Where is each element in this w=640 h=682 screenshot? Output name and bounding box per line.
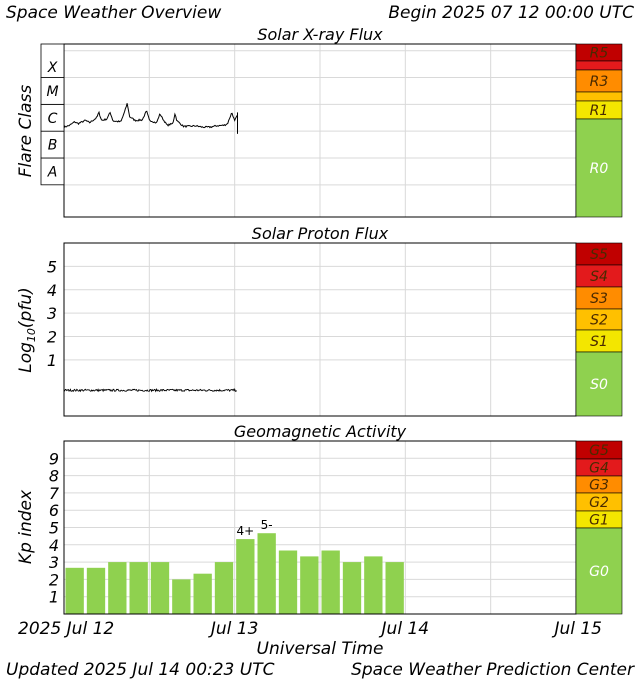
- time-tick-label: 2025 Jul 12: [18, 619, 114, 639]
- scale-label-s4: S4: [590, 269, 608, 285]
- scale-segment-blank: [575, 91, 623, 102]
- kp-bar: [193, 573, 212, 614]
- kp-ytick-label: 9: [49, 449, 59, 468]
- proton-panel: 1 2 3 4 5 S5 S4 S3 S2 S1 S0: [47, 242, 623, 417]
- scale-label-r0: R0: [590, 161, 609, 177]
- scale-segment-s0: [575, 351, 623, 417]
- scale-segment-g0: [575, 527, 623, 615]
- kp-ytick-label: 4: [49, 536, 59, 555]
- app-title: Space Weather Overview: [6, 3, 221, 23]
- kp-bar: [86, 567, 106, 614]
- s-scale: S5 S4 S3 S2 S1 S0: [575, 242, 623, 417]
- scale-segment-r0: [575, 118, 623, 218]
- scale-label-g3: G3: [589, 478, 609, 494]
- scale-label-r3: R3: [590, 74, 609, 90]
- kp-ytick-label: 2: [49, 570, 59, 589]
- flare-class-box-x: [40, 43, 65, 78]
- kp-bar: [300, 556, 319, 614]
- time-axis-ticks: 2025 Jul 12 Jul 13 Jul 14 Jul 15: [18, 619, 602, 639]
- xray-title: Solar X-ray Flux: [257, 25, 383, 44]
- xray-flux-line: [63, 103, 238, 129]
- flare-class-label-a: A: [47, 164, 58, 180]
- proton-ytick-label: 5: [47, 257, 57, 276]
- kp-bar: [278, 550, 298, 614]
- kp-bar-label: 4+: [236, 524, 254, 538]
- kp-bar: [364, 556, 383, 614]
- proton-ytick-label: 3: [47, 304, 57, 323]
- scale-label-r1: R1: [590, 103, 609, 119]
- xlabel: Universal Time: [257, 639, 384, 659]
- scale-label-g1: G1: [589, 513, 609, 529]
- kp-bar: [257, 533, 276, 614]
- kp-bar: [108, 562, 127, 614]
- kp-bar-label: 5-: [261, 518, 273, 532]
- time-tick-label: Jul 13: [208, 619, 259, 639]
- scale-segment-blank: [575, 60, 623, 71]
- kp-bar: [214, 562, 234, 614]
- proton-yticks: 1 2 3 4 5: [47, 257, 57, 370]
- proton-title: Solar Proton Flux: [252, 224, 389, 243]
- kp-ytick-label: 7: [49, 484, 60, 503]
- proton-ytick-label: 1: [47, 351, 57, 370]
- scale-label-r5: R5: [590, 46, 609, 62]
- flare-class-label-b: B: [48, 138, 58, 154]
- flare-class-label-c: C: [48, 111, 58, 127]
- r-scale: R5 R3 R1 R0: [575, 43, 623, 218]
- xray-series: [63, 103, 239, 178]
- time-tick-label: Jul 15: [551, 619, 602, 639]
- begin-time: Begin 2025 07 12 00:00 UTC: [388, 3, 634, 23]
- updated-time: Updated 2025 Jul 14 00:23 UTC: [6, 660, 275, 680]
- proton-ylabel: Log10(pfu): [16, 287, 38, 373]
- scale-label-s2: S2: [590, 313, 608, 329]
- proton-series: [63, 387, 238, 415]
- scale-label-s1: S1: [590, 334, 608, 350]
- kp-bars: 4+ 5-: [65, 518, 404, 614]
- kp-ytick-label: 5: [49, 519, 59, 538]
- kp-grid: [64, 441, 576, 614]
- kp-ytick-label: 1: [49, 588, 59, 607]
- scale-label-g0: G0: [589, 564, 609, 580]
- scale-label-s3: S3: [590, 291, 608, 307]
- scale-label-g4: G4: [589, 461, 609, 477]
- kp-bar: [65, 567, 84, 614]
- kp-bar: [150, 562, 170, 614]
- proton-ytick-label: 2: [47, 328, 57, 347]
- proton-flux-line: [63, 387, 238, 393]
- time-tick-label: Jul 14: [379, 619, 430, 639]
- kp-bar: [129, 562, 148, 614]
- proton-ytick-label: 4: [47, 281, 57, 300]
- kp-ytick-label: 8: [49, 467, 59, 486]
- scale-label-s5: S5: [590, 247, 608, 263]
- scale-label-g2: G2: [589, 495, 609, 511]
- kp-bar: [236, 539, 255, 614]
- kp-bar: [321, 550, 340, 614]
- prediction-center: Space Weather Prediction Center: [351, 660, 635, 680]
- proton-grid: [64, 243, 576, 416]
- flare-class-label-m: M: [46, 84, 58, 100]
- kp-bar: [385, 562, 404, 614]
- geomag-ylabel: Kp index: [16, 489, 36, 564]
- xray-ylabel: Flare Class: [16, 85, 36, 178]
- xray-grid: [64, 44, 576, 217]
- scale-label-g5: G5: [589, 443, 609, 459]
- kp-ytick-label: 3: [49, 553, 59, 572]
- flare-class-label-x: X: [47, 60, 58, 76]
- scale-label-s0: S0: [590, 377, 608, 393]
- kp-bar: [172, 579, 191, 614]
- kp-bar: [342, 562, 362, 614]
- geomag-title: Geomagnetic Activity: [234, 422, 407, 441]
- kp-ytick-label: 6: [49, 501, 59, 520]
